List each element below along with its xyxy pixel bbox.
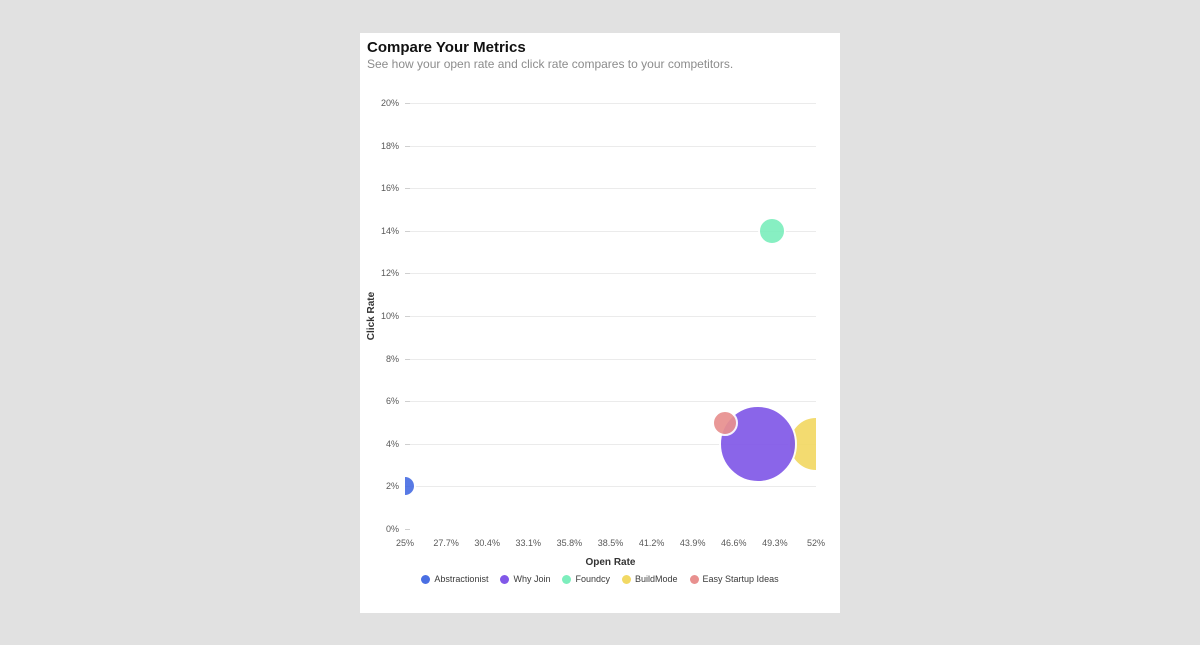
y-tickmark bbox=[405, 188, 410, 190]
x-tick-label: 46.6% bbox=[721, 538, 747, 548]
y-tick-label: 12% bbox=[380, 268, 399, 279]
legend-color-dot-icon bbox=[689, 574, 699, 584]
x-tick-label: 43.9% bbox=[679, 538, 706, 548]
x-tick-label: 33.1% bbox=[515, 538, 542, 548]
legend-item-buildmode[interactable]: BuildMode bbox=[622, 574, 678, 584]
y-tickmark bbox=[405, 401, 410, 403]
legend-item-label: BuildMode bbox=[635, 574, 678, 584]
x-tick-label: 52% bbox=[806, 538, 825, 548]
x-tick-label: 35.8% bbox=[556, 538, 583, 548]
y-tick-label: 14% bbox=[380, 225, 399, 236]
gridline-y-16% bbox=[405, 188, 816, 190]
legend-item-label: Foundcy bbox=[575, 574, 610, 584]
gridline-y-6% bbox=[405, 401, 816, 403]
x-tick-label: 25% bbox=[395, 538, 414, 548]
x-tick-label: 38.5% bbox=[597, 538, 624, 548]
bubble-easy-startup-ideas[interactable] bbox=[711, 409, 738, 436]
y-tickmark bbox=[405, 358, 410, 360]
y-tick-label: 6% bbox=[385, 396, 399, 407]
x-tick-label: 41.2% bbox=[638, 538, 665, 548]
y-tickmark bbox=[405, 230, 410, 232]
legend-item-label: Abstractionist bbox=[434, 574, 489, 584]
x-tick-label: 30.4% bbox=[474, 538, 500, 548]
metrics-card: Compare Your Metrics See how your open r… bbox=[360, 33, 840, 613]
x-tick-label: 27.7% bbox=[433, 538, 459, 548]
page-subtitle: See how your open rate and click rate co… bbox=[367, 57, 734, 71]
legend-item-easy-startup-ideas[interactable]: Easy Startup Ideas bbox=[689, 574, 779, 584]
gridline-y-4% bbox=[405, 443, 816, 445]
legend-item-abstractionist[interactable]: Abstractionist bbox=[421, 574, 488, 584]
y-tick-label: 8% bbox=[385, 353, 399, 364]
gridline-y-2% bbox=[405, 486, 816, 488]
y-tickmark bbox=[405, 145, 410, 147]
y-tickmark bbox=[405, 103, 410, 104]
y-tick-label: 4% bbox=[385, 438, 399, 449]
legend-item-why-join[interactable]: Why Join bbox=[500, 574, 550, 584]
legend-color-dot-icon bbox=[500, 574, 510, 584]
gridline-y-12% bbox=[405, 273, 816, 275]
legend-item-label: Why Join bbox=[513, 574, 551, 584]
chart-legend: Abstractionist Why Join Foundcy BuildMode Ea… bbox=[360, 574, 840, 584]
y-tick-label: 10% bbox=[380, 311, 399, 321]
y-tick-label: 2% bbox=[385, 481, 399, 492]
legend-item-foundcy[interactable]: Foundcy bbox=[562, 574, 610, 584]
x-tick-label: 49.3% bbox=[762, 538, 788, 548]
bubble-abstractionist[interactable] bbox=[405, 475, 416, 498]
gridline-y-14% bbox=[405, 230, 816, 232]
legend-color-dot-icon bbox=[562, 574, 572, 584]
y-tick-label: 20% bbox=[380, 98, 399, 108]
y-tick-label: 16% bbox=[380, 183, 399, 194]
gridline-y-18% bbox=[405, 145, 816, 147]
page-title: Compare Your Metrics bbox=[367, 39, 526, 56]
y-tick-label: 0% bbox=[385, 524, 399, 534]
x-axis-title: Open Rate bbox=[585, 557, 636, 568]
bubble-foundcy[interactable] bbox=[757, 216, 786, 245]
bubble-chart-plot-area bbox=[405, 103, 816, 529]
y-tickmark bbox=[405, 273, 410, 275]
y-tick-label: 18% bbox=[380, 140, 399, 151]
gridline-y-10% bbox=[405, 316, 816, 317]
gridline-y-20% bbox=[405, 103, 816, 104]
legend-color-dot-icon bbox=[622, 574, 631, 584]
legend-color-dot-icon bbox=[421, 574, 431, 584]
y-tickmark bbox=[405, 443, 410, 445]
y-tickmark bbox=[405, 316, 410, 317]
y-tickmark bbox=[405, 529, 410, 530]
legend-item-label: Easy Startup Ideas bbox=[702, 574, 779, 584]
gridline-y-8% bbox=[405, 358, 816, 360]
